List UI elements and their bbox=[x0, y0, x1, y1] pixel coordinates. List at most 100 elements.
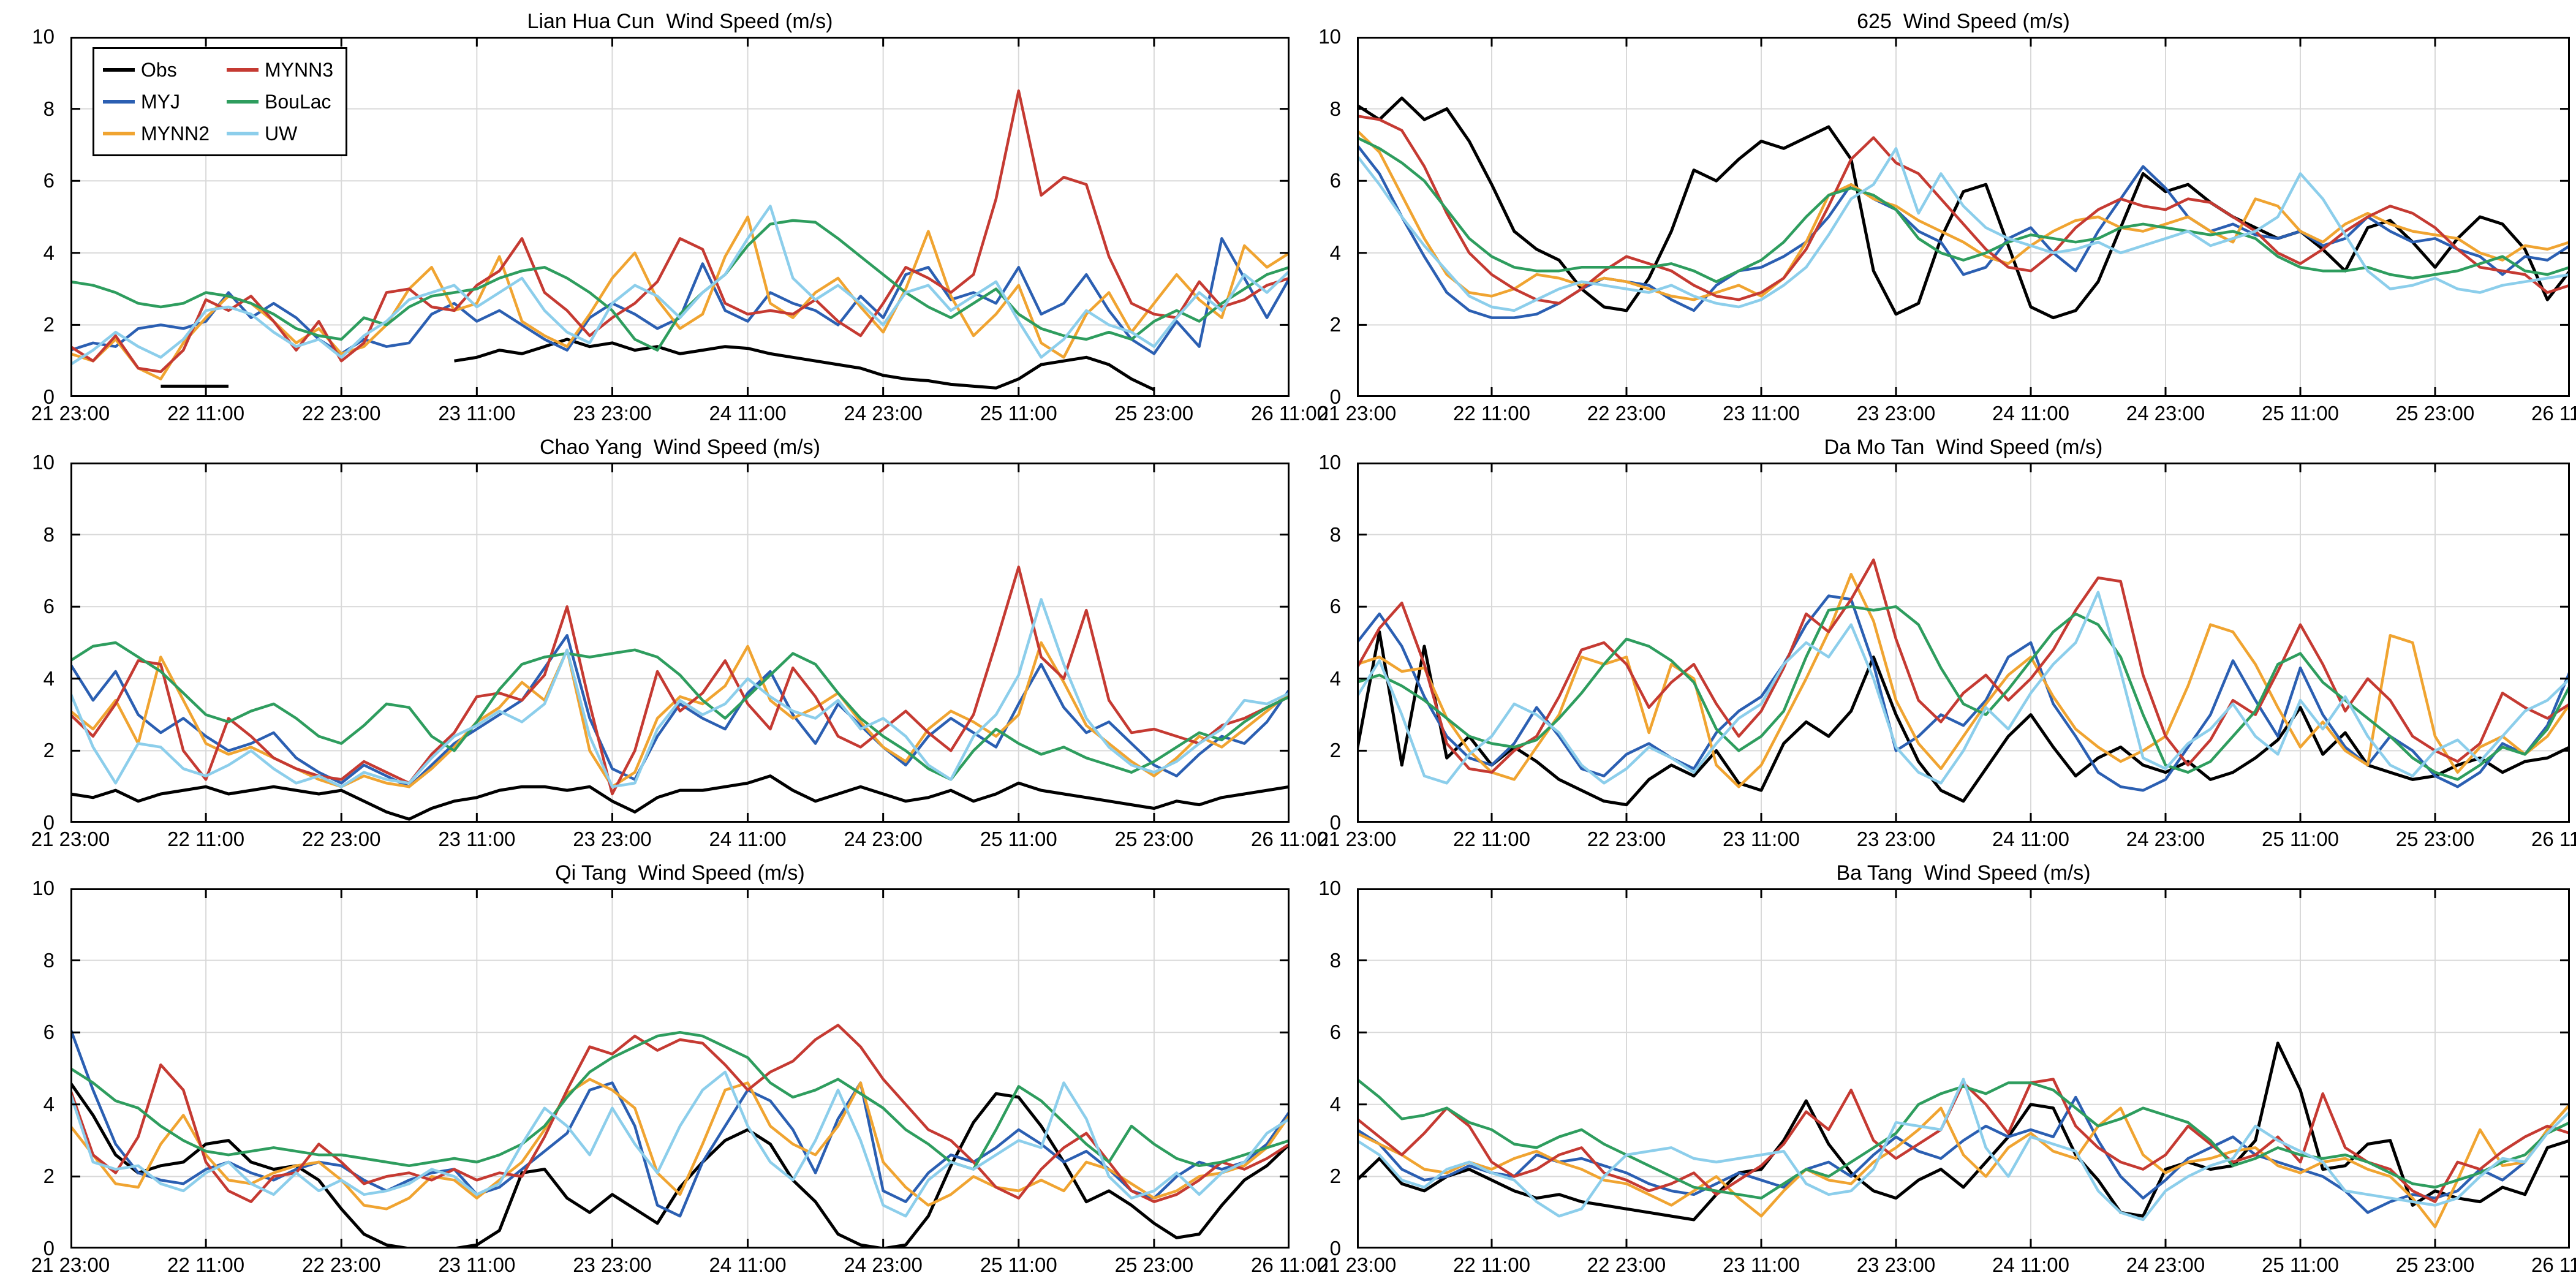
legend-label: BouLac bbox=[265, 91, 331, 113]
legend-label: MYNN3 bbox=[265, 59, 334, 81]
x-tick-label: 24 11:00 bbox=[709, 402, 787, 425]
x-tick-label: 26 11:00 bbox=[1250, 828, 1329, 850]
x-tick-label: 22 11:00 bbox=[167, 828, 245, 850]
x-tick-label: 26 11:00 bbox=[2531, 828, 2576, 850]
legend-line-swatch bbox=[227, 68, 259, 72]
chart-canvas bbox=[70, 463, 1290, 823]
x-tick-label: 24 11:00 bbox=[1992, 402, 2070, 425]
panel-da-mo-tan: Da Mo Tan Wind Speed (m/s) 0 2 4 6 8 10 21 23… bbox=[1318, 436, 2576, 850]
y-tick-label: 4 bbox=[43, 1092, 55, 1116]
x-tick-label: 22 23:00 bbox=[301, 402, 381, 425]
panel-title: Ba Tang Wind Speed (m/s) bbox=[1836, 861, 2091, 885]
y-axis-tick-labels: 0 2 4 6 8 10 bbox=[1305, 25, 1348, 408]
y-tick-label: 8 bbox=[1329, 97, 1341, 120]
y-tick-label: 0 bbox=[43, 385, 55, 408]
legend: Obs MYJ MYNN2 MYNN3 BouLac UW bbox=[93, 47, 348, 156]
panel-625: 625 Wind Speed (m/s) 0 2 4 6 8 10 21 23:00 22 … bbox=[1318, 10, 2576, 425]
panel-title: Da Mo Tan Wind Speed (m/s) bbox=[1824, 436, 2103, 459]
y-axis-tick-labels: 0 2 4 6 8 10 bbox=[1305, 451, 1348, 834]
legend-item-boulac: BouLac bbox=[227, 88, 333, 115]
x-tick-label: 25 11:00 bbox=[2261, 1253, 2340, 1276]
legend-line-swatch bbox=[103, 68, 135, 72]
x-tick-label: 24 23:00 bbox=[844, 1253, 923, 1276]
x-tick-label: 25 23:00 bbox=[2395, 402, 2475, 425]
panel-title: Lian Hua Cun Wind Speed (m/s) bbox=[527, 10, 833, 33]
panel-title: 625 Wind Speed (m/s) bbox=[1857, 10, 2070, 33]
x-tick-label: 24 11:00 bbox=[709, 1253, 787, 1276]
x-tick-label: 25 23:00 bbox=[1114, 402, 1194, 425]
x-tick-label: 22 11:00 bbox=[167, 1253, 245, 1276]
y-axis-tick-labels: 0 2 4 6 8 10 bbox=[19, 451, 62, 834]
legend-label: Obs bbox=[141, 59, 177, 81]
y-tick-label: 6 bbox=[1329, 595, 1341, 618]
y-tick-label: 10 bbox=[1318, 451, 1341, 474]
x-tick-label: 23 11:00 bbox=[1722, 402, 1800, 425]
x-tick-label: 25 23:00 bbox=[2395, 828, 2475, 850]
legend-label: MYNN2 bbox=[141, 123, 210, 145]
x-tick-label: 21 23:00 bbox=[31, 402, 110, 425]
x-tick-label: 23 11:00 bbox=[438, 1253, 516, 1276]
y-tick-label: 10 bbox=[32, 25, 55, 48]
y-tick-label: 6 bbox=[43, 169, 55, 192]
panel-lian-hua-cun: Lian Hua Cun Wind Speed (m/s) 0 2 4 6 8 10 21… bbox=[31, 10, 1328, 425]
x-tick-label: 22 23:00 bbox=[301, 828, 381, 850]
y-tick-label: 2 bbox=[43, 739, 55, 762]
y-tick-label: 0 bbox=[1329, 811, 1341, 834]
y-tick-label: 6 bbox=[43, 1021, 55, 1044]
y-tick-label: 2 bbox=[43, 1165, 55, 1188]
y-tick-label: 8 bbox=[43, 948, 55, 972]
x-tick-label: 23 23:00 bbox=[573, 1253, 652, 1276]
x-tick-label: 21 23:00 bbox=[1317, 402, 1397, 425]
y-tick-label: 4 bbox=[1329, 667, 1341, 690]
x-tick-label: 22 23:00 bbox=[301, 1253, 381, 1276]
x-tick-label: 22 11:00 bbox=[1452, 1253, 1531, 1276]
y-tick-label: 0 bbox=[43, 1237, 55, 1260]
y-axis-tick-labels: 0 2 4 6 8 10 bbox=[19, 25, 62, 408]
panel-ba-tang: Ba Tang Wind Speed (m/s) 0 2 4 6 8 10 21 23:0… bbox=[1318, 861, 2576, 1276]
y-tick-label: 10 bbox=[1318, 877, 1341, 899]
y-tick-label: 6 bbox=[1329, 1021, 1341, 1044]
y-tick-label: 8 bbox=[43, 523, 55, 546]
x-tick-label: 26 11:00 bbox=[1250, 402, 1329, 425]
x-tick-label: 24 11:00 bbox=[709, 828, 787, 850]
y-tick-label: 8 bbox=[1329, 948, 1341, 972]
legend-line-swatch bbox=[103, 132, 135, 135]
x-tick-label: 21 23:00 bbox=[31, 828, 110, 850]
x-tick-label: 25 23:00 bbox=[1114, 828, 1194, 850]
x-tick-label: 25 11:00 bbox=[2261, 402, 2340, 425]
x-tick-label: 23 11:00 bbox=[1722, 828, 1800, 850]
x-axis-tick-labels: 21 23:00 22 11:00 22 23:00 23 11:00 23 23:00… bbox=[1318, 1249, 2576, 1277]
chart-canvas bbox=[70, 888, 1290, 1249]
x-tick-label: 24 23:00 bbox=[2126, 1253, 2205, 1276]
y-tick-label: 8 bbox=[1329, 523, 1341, 546]
legend-item-mynn2: MYNN2 bbox=[103, 120, 210, 147]
legend-line-swatch bbox=[103, 100, 135, 104]
legend-label: UW bbox=[265, 123, 298, 145]
x-axis-tick-labels: 21 23:00 22 11:00 22 23:00 23 11:00 23 23:00… bbox=[31, 397, 1328, 425]
x-tick-label: 23 11:00 bbox=[1722, 1253, 1800, 1276]
x-tick-label: 23 23:00 bbox=[573, 828, 652, 850]
legend-item-uw: UW bbox=[227, 120, 333, 147]
x-tick-label: 24 23:00 bbox=[2126, 402, 2205, 425]
x-tick-label: 21 23:00 bbox=[1317, 828, 1397, 850]
x-tick-label: 25 11:00 bbox=[980, 828, 1057, 850]
chart-canvas bbox=[1357, 888, 2570, 1249]
y-axis-tick-labels: 0 2 4 6 8 10 bbox=[19, 877, 62, 1260]
x-tick-label: 25 11:00 bbox=[980, 1253, 1057, 1276]
chart-canvas bbox=[1357, 37, 2570, 397]
x-axis-tick-labels: 21 23:00 22 11:00 22 23:00 23 11:00 23 23:00… bbox=[31, 823, 1328, 851]
y-tick-label: 0 bbox=[1329, 1237, 1341, 1260]
x-tick-label: 26 11:00 bbox=[1250, 1253, 1329, 1276]
legend-line-swatch bbox=[227, 100, 259, 104]
x-axis-tick-labels: 21 23:00 22 11:00 22 23:00 23 11:00 23 23:00… bbox=[1318, 397, 2576, 425]
legend-line-swatch bbox=[227, 132, 259, 135]
panel-title: Chao Yang Wind Speed (m/s) bbox=[540, 436, 820, 459]
x-tick-label: 24 23:00 bbox=[844, 828, 923, 850]
legend-item-obs: Obs bbox=[103, 56, 210, 83]
x-axis-tick-labels: 21 23:00 22 11:00 22 23:00 23 11:00 23 23:00… bbox=[31, 1249, 1328, 1277]
y-tick-label: 2 bbox=[1329, 739, 1341, 762]
x-tick-label: 25 11:00 bbox=[2261, 828, 2340, 850]
y-tick-label: 10 bbox=[32, 877, 55, 899]
x-tick-label: 24 23:00 bbox=[844, 402, 923, 425]
x-tick-label: 26 11:00 bbox=[2531, 402, 2576, 425]
